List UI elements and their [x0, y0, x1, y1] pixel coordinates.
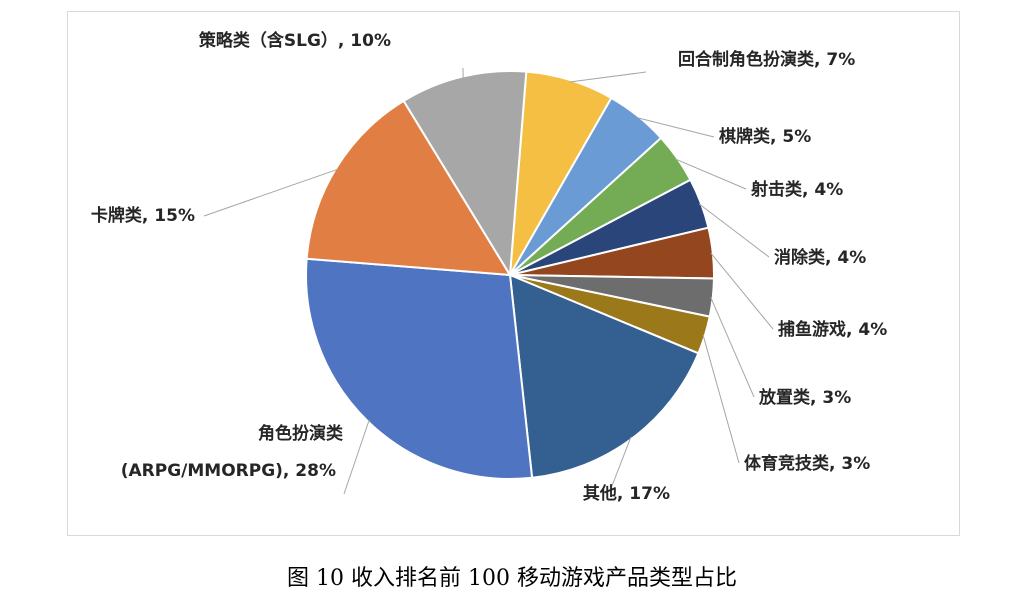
slice-label: 消除类, 4% [774, 247, 866, 268]
slice-label: 策略类（含SLG）, 10% [199, 30, 391, 51]
slice-label: 捕鱼游戏, 4% [778, 319, 887, 340]
pie-chart: 回合制角色扮演类, 7% 棋牌类, 5% 射击类, 4% 消除类, 4% 捕鱼游戏, 4… [91, 30, 887, 504]
pie-slice [305, 257, 534, 480]
leader-line [710, 252, 774, 330]
slice-label: 放置类, 3% [758, 387, 851, 408]
slice-label: 回合制角色扮演类, 7% [678, 49, 855, 70]
leader-line [710, 297, 755, 398]
leader-line [702, 334, 740, 464]
slice-label: 角色扮演类 [258, 423, 344, 444]
figure-caption: 图 10 收入排名前 100 移动游戏产品类型占比 [287, 566, 737, 591]
slice-label: 体育竞技类, 3% [744, 453, 870, 474]
leader-line [343, 419, 370, 495]
leader-line [636, 117, 715, 138]
pie-slice [508, 273, 700, 479]
leader-line [203, 168, 339, 217]
leader-line [609, 436, 632, 492]
slice-label: 其他, 17% [583, 483, 670, 504]
leader-line [698, 203, 770, 258]
slice-label: 射击类, 4% [750, 179, 843, 200]
slice-label: 棋牌类, 5% [719, 126, 811, 147]
slice-label: 卡牌类, 15% [91, 205, 195, 226]
chart-frame: 回合制角色扮演类, 7% 棋牌类, 5% 射击类, 4% 消除类, 4% 捕鱼游戏, 4… [67, 11, 960, 536]
slice-label: (ARPG/MMORPG), 28% [121, 461, 336, 481]
leader-line [675, 158, 747, 190]
leader-line [569, 71, 647, 83]
pie-slice [305, 99, 512, 277]
